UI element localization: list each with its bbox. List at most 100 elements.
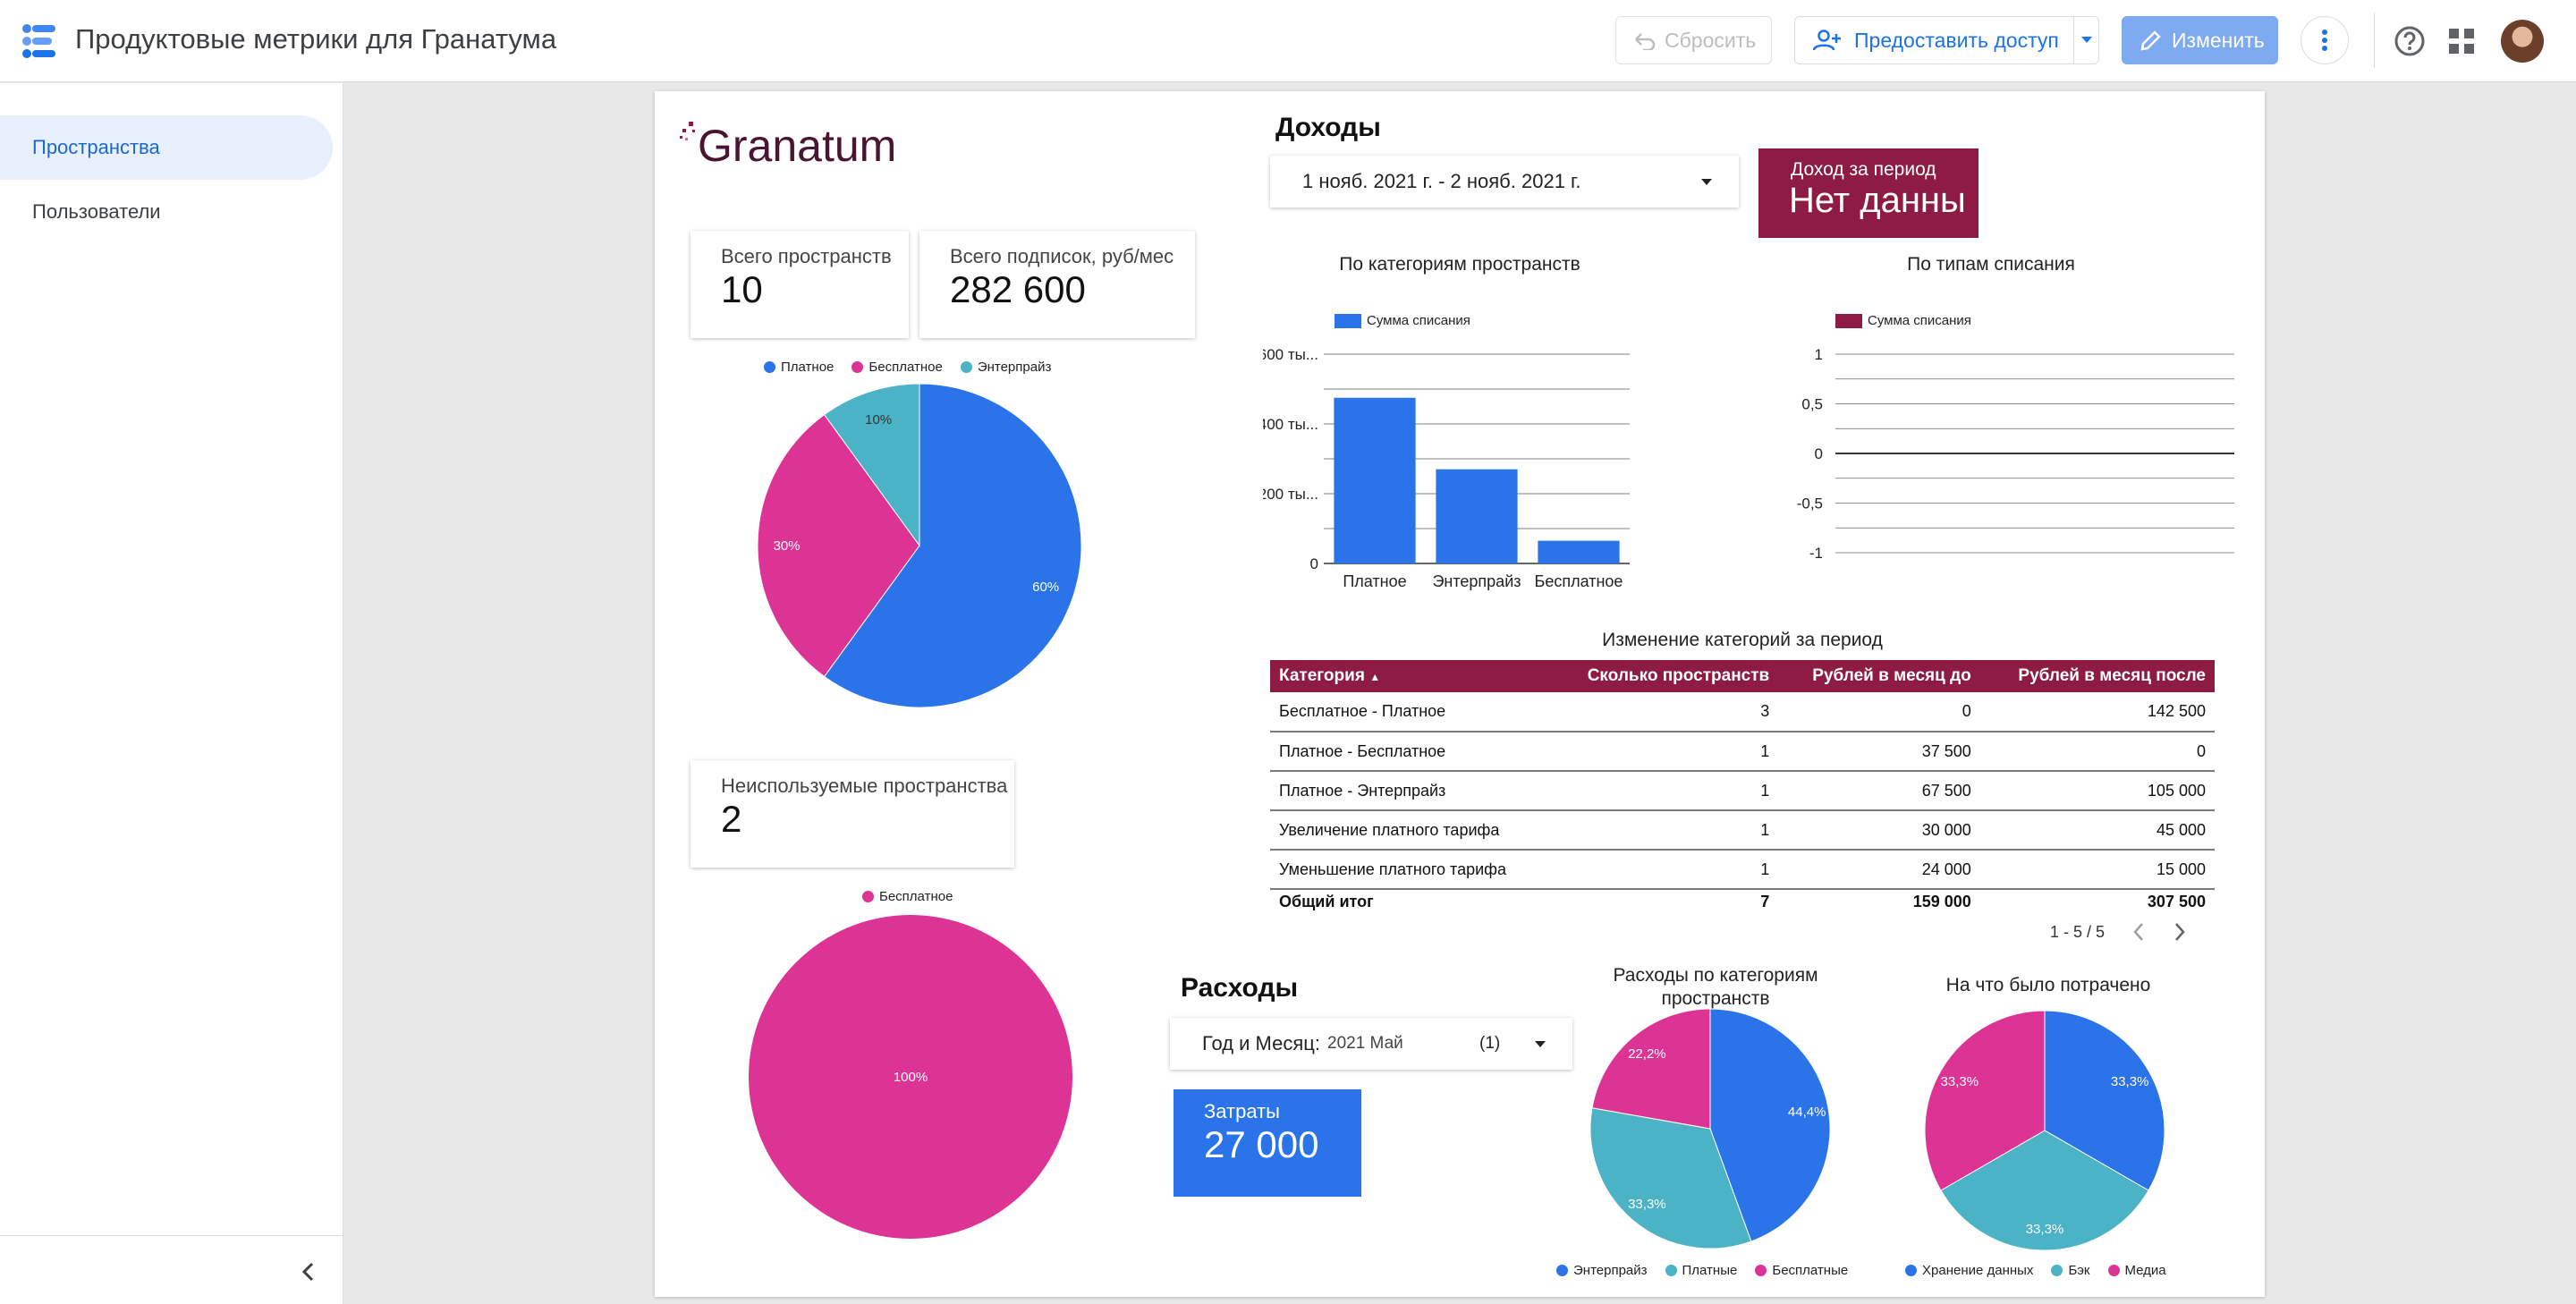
reset-button[interactable]: Сбросить [1615, 16, 1772, 64]
pie-slice-label: 100% [894, 1070, 928, 1085]
legend-label: Платное [781, 360, 835, 375]
bar-chart[interactable]: 600 ты... 400 ты... 200 ты... 0 Платное Энтер… [1263, 333, 1639, 601]
share-button[interactable]: Предоставить доступ [1794, 16, 2099, 64]
y-tick-label: 200 ты... [1263, 486, 1318, 503]
pie-categories-chart[interactable]: 60% 30% 10% [655, 91, 1082, 708]
legend-item[interactable]: Платные [1665, 1263, 1738, 1278]
pie-slice[interactable] [1589, 1107, 1752, 1249]
total-subs-card: Всего подписок, руб/мес 282 600 [919, 231, 1195, 338]
more-vert-icon [2322, 30, 2327, 51]
legend-item[interactable]: Бесплатное [852, 360, 943, 375]
total-subs-value: 282 600 [950, 268, 1086, 310]
user-avatar[interactable] [2501, 20, 2544, 63]
edit-button[interactable]: Изменить [2122, 16, 2278, 64]
legend-item[interactable]: Энтерпрайз [1556, 1263, 1648, 1278]
legend-item[interactable]: Медиа [2107, 1263, 2166, 1278]
legend-item[interactable]: Платное [764, 360, 834, 375]
report-title[interactable]: Продуктовые метрики для Гранатума [75, 23, 557, 55]
legend-item[interactable]: Сумма списания [1335, 313, 1470, 328]
apps-grid-icon[interactable] [2447, 27, 2476, 55]
pie-slice[interactable] [757, 413, 920, 678]
table-row[interactable]: Увеличение платного тарифа 1 30 000 45 000 [1270, 810, 2215, 851]
table-row[interactable]: Платное - Энтерпрайз 1 67 500 105 000 [1270, 771, 2215, 811]
column-header-after[interactable]: Рублей в месяц после [1979, 660, 2215, 692]
pencil-icon [2140, 30, 2161, 51]
table-row[interactable]: Платное - Бесплатное 1 37 500 0 [1270, 732, 2215, 772]
bar[interactable] [1334, 397, 1416, 563]
legend-dot [960, 361, 972, 373]
pie-slice[interactable] [1924, 1010, 2046, 1191]
spent-on-chart[interactable]: 33,3% 33,3% 33,3% [655, 91, 2165, 1251]
legend-dot [764, 361, 775, 373]
chevron-right-icon[interactable] [2173, 921, 2187, 943]
cell-after: 15 000 [1979, 850, 2215, 890]
y-tick-label: -1 [1809, 545, 1823, 562]
income-period-card: Доход за период Нет данны [1758, 148, 1979, 238]
cell-category: Уменьшение платного тарифа [1270, 850, 1550, 890]
share-dropdown-arrow[interactable] [2073, 17, 2098, 64]
bar-chart-legend: Сумма списания [1335, 313, 1470, 328]
table-row[interactable]: Бесплатное - Платное 3 0 142 500 [1270, 692, 2215, 732]
table-body: Бесплатное - Платное 3 0 142 500 Платное - Б… [1270, 692, 2215, 914]
more-options-button[interactable] [2301, 16, 2349, 64]
table-total-row[interactable]: Общий итог 7 159 000 307 500 [1270, 889, 2215, 914]
reset-label: Сбросить [1665, 28, 1757, 52]
cell-after: 0 [1979, 732, 2215, 772]
column-header-count[interactable]: Сколько пространств [1549, 660, 1779, 692]
edit-label: Изменить [2172, 28, 2265, 52]
cell-after: 142 500 [1979, 692, 2215, 732]
legend-item[interactable]: Сумма списания [1835, 313, 1971, 328]
pie-slice[interactable] [823, 383, 920, 547]
legend-item[interactable]: Бесплатное [862, 889, 953, 904]
legend-dot [862, 891, 874, 902]
legend-label: Медиа [2124, 1263, 2166, 1278]
legend-item[interactable]: Энтерпрайз [960, 360, 1051, 375]
looker-studio-logo-icon[interactable] [18, 20, 59, 61]
legend-item[interactable]: Бэк [2051, 1263, 2090, 1278]
pie-unused-chart[interactable]: 100% [655, 91, 1072, 1239]
table-row[interactable]: Уменьшение платного тарифа 1 24 000 15 000 [1270, 850, 2215, 890]
chevron-left-icon[interactable] [297, 1260, 320, 1283]
sidebar-item-users[interactable]: Пользователи [32, 200, 161, 223]
date-range-picker[interactable]: 1 нояб. 2021 г. - 2 нояб. 2021 г. [1270, 156, 1739, 207]
legend-item[interactable]: Бесплатные [1755, 1263, 1848, 1278]
pie-slice[interactable] [749, 915, 1072, 1239]
filter-label: Год и Месяц: [1202, 1032, 1320, 1054]
line-chart[interactable]: 1 0,5 0 -0,5 -1 [1782, 333, 2247, 673]
cell-category: Общий итог [1279, 893, 1374, 910]
line-chart-legend: Сумма списания [1835, 313, 1971, 328]
cell-count: 7 [1760, 893, 1770, 910]
expense-categories-chart[interactable]: 44,4% 33,3% 22,2% [655, 91, 1831, 1249]
legend-dot [852, 361, 864, 373]
y-tick-label: 600 ты... [1263, 346, 1318, 363]
undo-icon [1635, 33, 1656, 50]
add-person-icon [1813, 30, 1841, 51]
cell-count: 1 [1549, 850, 1779, 890]
pie-unused-legend: Бесплатное [862, 889, 953, 904]
y-tick-label: 400 ты... [1263, 416, 1318, 433]
legend-label: Платные [1682, 1263, 1738, 1278]
pie-slice-label: 60% [1032, 580, 1059, 595]
legend-label: Бесплатное [869, 360, 943, 375]
pie-slice[interactable] [2044, 1010, 2165, 1191]
sidebar: Пространства Пользователи [0, 83, 343, 1304]
column-header-before[interactable]: Рублей в месяц до [1778, 660, 1980, 692]
column-header-category[interactable]: Категория ▲ [1270, 660, 1550, 692]
y-tick-label: 0 [1310, 555, 1318, 572]
cell-count: 1 [1549, 810, 1779, 851]
pie-slice[interactable] [1591, 1008, 1711, 1130]
y-tick-label: 0,5 [1801, 396, 1823, 413]
expense-categories-legend: Энтерпрайз Платные Бесплатные [1556, 1263, 1848, 1278]
chevron-left-icon[interactable] [2131, 921, 2146, 943]
year-month-filter[interactable]: Год и Месяц: 2021 Май (1) [1170, 1018, 1572, 1070]
share-label: Предоставить доступ [1854, 28, 2059, 52]
pie-slice[interactable] [823, 383, 1082, 708]
income-title: Доходы [1275, 113, 1381, 142]
bar[interactable] [1436, 469, 1518, 563]
help-icon[interactable] [2394, 25, 2426, 57]
legend-item[interactable]: Хранение данных [1905, 1263, 2033, 1278]
sidebar-item-spaces[interactable]: Пространства [0, 115, 333, 180]
bar[interactable] [1538, 540, 1620, 563]
pie-slice[interactable] [1709, 1008, 1831, 1242]
legend-swatch [1835, 313, 1862, 328]
